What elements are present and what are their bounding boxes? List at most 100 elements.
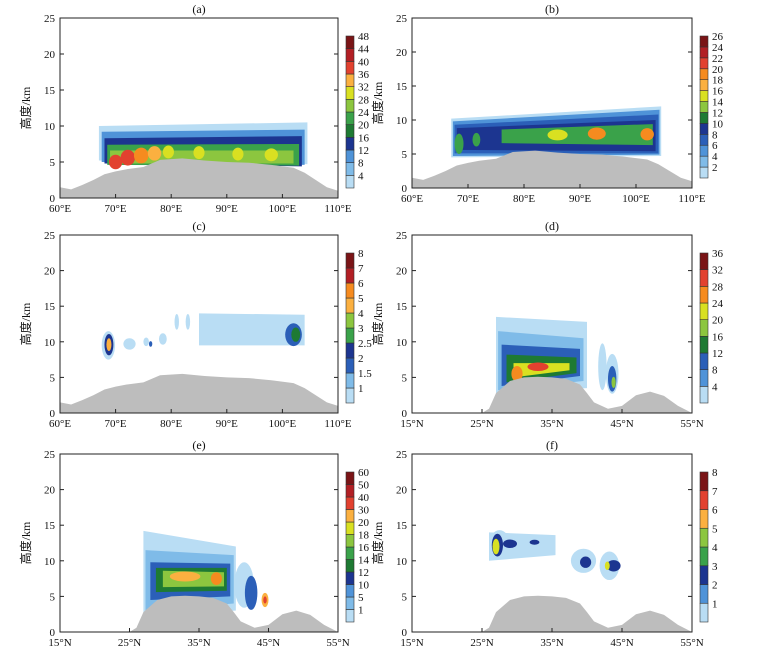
- colorbar-label: 24: [712, 298, 724, 310]
- x-tick-label: 25°N: [470, 418, 493, 430]
- colorbar-swatch: [699, 123, 709, 135]
- y-tick-label: 10: [44, 556, 56, 568]
- y-tick-label: 0: [402, 183, 408, 195]
- intensity-cell: [133, 147, 149, 164]
- colorbar-label: 5: [358, 592, 364, 604]
- colorbar-swatch: [345, 35, 355, 49]
- y-tick-label: 25: [44, 230, 56, 242]
- intensity-cell: [529, 539, 540, 545]
- colorbar-label: 4: [712, 381, 718, 393]
- x-tick-label: 80°E: [160, 203, 182, 215]
- colorbar-swatch: [345, 509, 355, 523]
- colorbar-swatch: [345, 48, 355, 62]
- intensity-cell: [174, 314, 179, 330]
- colorbar-swatch: [345, 162, 355, 176]
- intensity-cell: [604, 561, 610, 571]
- colorbar-label: 40: [358, 492, 370, 504]
- colorbar-swatch: [345, 99, 355, 113]
- intensity-cell: [264, 148, 278, 162]
- x-tick-label: 90°E: [569, 193, 591, 205]
- colorbar-label: 10: [712, 118, 724, 130]
- colorbar-label: 1: [712, 598, 718, 610]
- colorbar-swatch: [699, 286, 709, 304]
- colorbar-swatch: [699, 352, 709, 370]
- y-tick-label: 25: [396, 449, 408, 461]
- intensity-cell: [106, 338, 112, 352]
- colorbar-label: 5: [358, 293, 364, 305]
- terrain-shading: [412, 150, 692, 188]
- y-tick-label: 5: [50, 157, 56, 169]
- plot-area: [60, 313, 338, 413]
- terrain-shading: [60, 373, 338, 413]
- x-tick-label: 35°N: [540, 418, 563, 430]
- colorbar-label: 18: [358, 530, 370, 542]
- colorbar-swatch: [699, 490, 709, 510]
- colorbar-label: 26: [712, 31, 724, 43]
- y-tick-label: 20: [396, 47, 408, 59]
- colorbar-label: 1.5: [358, 368, 372, 380]
- colorbar-label: 16: [712, 86, 724, 98]
- colorbar-label: 1: [358, 605, 364, 617]
- colorbar-swatch: [699, 509, 709, 529]
- intensity-cell: [263, 596, 267, 604]
- colorbar-swatch: [699, 336, 709, 354]
- colorbar-label: 10: [358, 580, 370, 592]
- y-tick-label: 10: [396, 337, 408, 349]
- colorbar-swatch: [699, 46, 709, 59]
- y-tick-label: 5: [50, 372, 56, 384]
- colorbar-swatch: [699, 134, 709, 146]
- colorbar-swatch: [699, 155, 709, 168]
- colorbar-swatch: [699, 527, 709, 548]
- colorbar-swatch: [699, 269, 709, 287]
- plot-frame: [59, 17, 339, 199]
- colorbar-label: 48: [358, 31, 370, 43]
- colorbar-swatch: [345, 252, 355, 269]
- intensity-cell: [158, 333, 167, 345]
- x-tick-label: 45°N: [257, 637, 280, 649]
- x-tick-label: 45°N: [610, 418, 633, 430]
- plot-area: [412, 316, 692, 413]
- intensity-cell: [611, 376, 616, 389]
- colorbar-label: 14: [358, 555, 370, 567]
- y-tick-label: 5: [402, 372, 408, 384]
- colorbar-swatch: [345, 372, 355, 389]
- colorbar-swatch: [699, 302, 709, 320]
- colorbar-swatch: [699, 101, 709, 113]
- colorbar-swatch: [345, 559, 355, 573]
- y-tick-label: 25: [44, 13, 56, 25]
- colorbar-label: 32: [358, 82, 369, 94]
- intensity-cell: [580, 556, 592, 568]
- colorbar-label: 4: [712, 151, 718, 163]
- panel-title: (b): [545, 2, 559, 16]
- colorbar-label: 36: [712, 248, 724, 260]
- colorbar-label: 36: [358, 69, 370, 81]
- colorbar-label: 6: [712, 505, 718, 517]
- intensity-cell: [291, 327, 301, 342]
- colorbar-swatch: [345, 342, 355, 359]
- colorbar-label: 7: [358, 263, 364, 275]
- colorbar-swatch: [699, 79, 709, 91]
- colorbar-label: 22: [712, 53, 723, 65]
- colorbar-swatch: [699, 546, 709, 567]
- colorbar-swatch: [345, 267, 355, 284]
- x-tick-label: 45°N: [610, 637, 633, 649]
- x-tick-label: 80°E: [160, 418, 182, 430]
- colorbar-swatch: [699, 112, 709, 124]
- colorbar-label: 8: [712, 467, 718, 479]
- colorbar-label: 28: [358, 94, 370, 106]
- y-tick-label: 25: [44, 449, 56, 461]
- colorbar-swatch: [699, 68, 709, 80]
- y-tick-label: 20: [44, 485, 56, 497]
- x-tick-label: 90°E: [216, 418, 238, 430]
- plot-frame: [59, 234, 339, 414]
- intensity-cell: [511, 366, 523, 382]
- intensity-cell: [492, 538, 500, 555]
- panel-title: (a): [192, 2, 205, 16]
- y-tick-label: 15: [44, 85, 56, 97]
- colorbar-label: 2: [712, 580, 718, 592]
- intensity-cell: [185, 314, 191, 330]
- x-tick-label: 55°N: [680, 637, 703, 649]
- x-tick-label: 70°E: [457, 193, 479, 205]
- colorbar-swatch: [345, 357, 355, 374]
